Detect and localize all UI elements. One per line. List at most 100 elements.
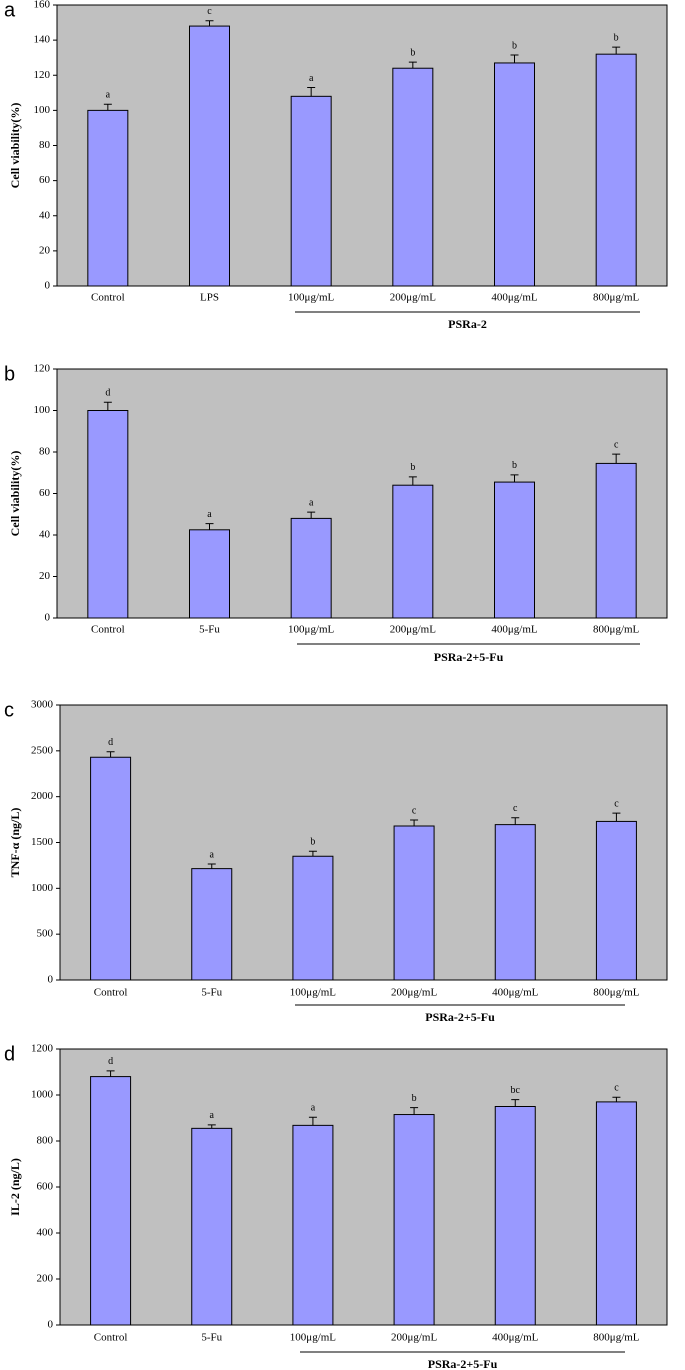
y-axis-label: IL-2 (ng/L) [8,1158,22,1216]
error-bar [408,61,417,69]
error-bar [207,863,216,869]
x-tick-label: Control [94,1332,128,1344]
bar [292,855,334,981]
significance-letter: d [105,387,110,398]
y-tick-label: 40 [39,529,51,541]
x-tick-label: Control [94,987,128,999]
bar [90,756,132,981]
y-tick-label: 600 [37,1181,54,1193]
panel-label: b [4,363,15,385]
x-tick-label: 800μg/mL [593,987,640,999]
y-tick-label: 120 [34,363,51,375]
significance-letter: b [512,460,517,471]
significance-letter: a [309,73,314,84]
bar [595,1101,637,1326]
significance-letter: a [210,849,215,860]
panel-label: c [4,699,14,721]
bar [292,1124,334,1326]
error-bar [612,1096,621,1102]
significance-letter: c [513,803,518,814]
error-bar [410,1107,419,1115]
error-bar [510,54,519,63]
x-tick-label: 200μg/mL [390,292,437,304]
y-tick-label: 100 [34,404,51,416]
y-axis-label: Cell viability(%) [8,451,22,537]
bar [393,825,435,981]
plot-area [56,4,668,287]
x-tick-label: 400μg/mL [492,987,539,999]
bar [392,67,434,287]
error-bar [511,1099,520,1107]
error-bar [308,850,317,857]
x-tick-label: 5-Fu [201,987,222,999]
significance-letter: a [210,1110,215,1121]
significance-letter: b [410,47,415,58]
x-tick-label: 200μg/mL [391,987,438,999]
bar [393,1114,435,1326]
y-tick-label: 20 [39,570,51,582]
x-tick-label: LPS [200,292,219,304]
significance-letter: c [207,6,212,17]
y-tick-label: 140 [34,34,51,46]
y-tick-label: 2500 [31,744,54,756]
significance-letter: b [412,1093,417,1104]
x-tick-label: 800μg/mL [593,292,640,304]
error-bar [612,453,621,464]
error-bar [205,523,214,530]
significance-letter: c [614,439,619,450]
error-bar [103,401,112,411]
bar [191,868,233,981]
group-label: PSRa-2 [448,317,487,331]
y-tick-label: 0 [45,280,51,292]
y-tick-label: 800 [37,1135,54,1147]
y-tick-label: 1500 [31,836,54,848]
y-axis-label: TNF-α (ng/L) [8,808,22,878]
bar [90,1076,132,1326]
x-tick-label: 800μg/mL [593,624,640,636]
y-tick-label: 400 [37,1227,54,1239]
plot-area [59,1048,668,1326]
group-label: PSRa-2+5-Fu [428,1357,498,1370]
x-tick-label: 400μg/mL [492,1332,539,1344]
x-tick-label: 200μg/mL [391,1332,438,1344]
x-tick-label: 400μg/mL [491,624,538,636]
x-tick-label: 100μg/mL [288,292,335,304]
y-axis-label: Cell viability(%) [8,103,22,189]
error-bar [511,817,520,825]
y-tick-label: 1000 [31,1089,54,1101]
significance-letter: d [108,737,113,748]
error-bar [307,511,316,519]
significance-letter: a [311,1103,316,1114]
bar [494,481,535,619]
panel-label: a [4,0,16,21]
significance-letter: bc [511,1085,521,1096]
bar [87,109,129,287]
x-tick-label: 200μg/mL [390,624,437,636]
plot-area [56,368,668,619]
y-tick-label: 100 [34,104,51,116]
y-tick-label: 0 [48,974,54,986]
y-tick-label: 0 [48,1319,54,1331]
bar [595,462,637,619]
x-tick-label: 5-Fu [201,1332,222,1344]
y-tick-label: 80 [39,446,51,458]
y-tick-label: 1000 [31,882,54,894]
error-bar [103,103,112,111]
group-label: PSRa-2+5-Fu [425,1010,495,1024]
error-bar [612,812,621,822]
y-tick-label: 160 [34,0,51,11]
x-tick-label: Control [91,624,125,636]
bar [290,95,332,287]
y-tick-label: 60 [39,487,51,499]
bar [595,53,637,287]
y-tick-label: 3000 [31,699,54,711]
significance-letter: b [512,40,517,51]
x-tick-label: 100μg/mL [288,624,335,636]
bar [191,1127,233,1326]
y-tick-label: 60 [39,174,51,186]
bar [494,1106,536,1326]
y-tick-label: 500 [37,928,54,940]
error-bar [308,1116,317,1126]
x-tick-label: 100μg/mL [290,1332,337,1344]
